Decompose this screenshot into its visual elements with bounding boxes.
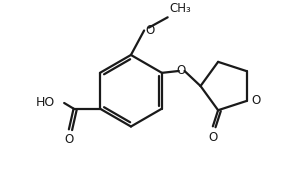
Text: O: O	[176, 65, 185, 78]
Text: CH₃: CH₃	[170, 2, 191, 15]
Text: O: O	[145, 24, 154, 37]
Text: O: O	[251, 95, 260, 108]
Text: HO: HO	[36, 96, 55, 109]
Text: O: O	[208, 131, 218, 144]
Text: O: O	[64, 133, 74, 146]
